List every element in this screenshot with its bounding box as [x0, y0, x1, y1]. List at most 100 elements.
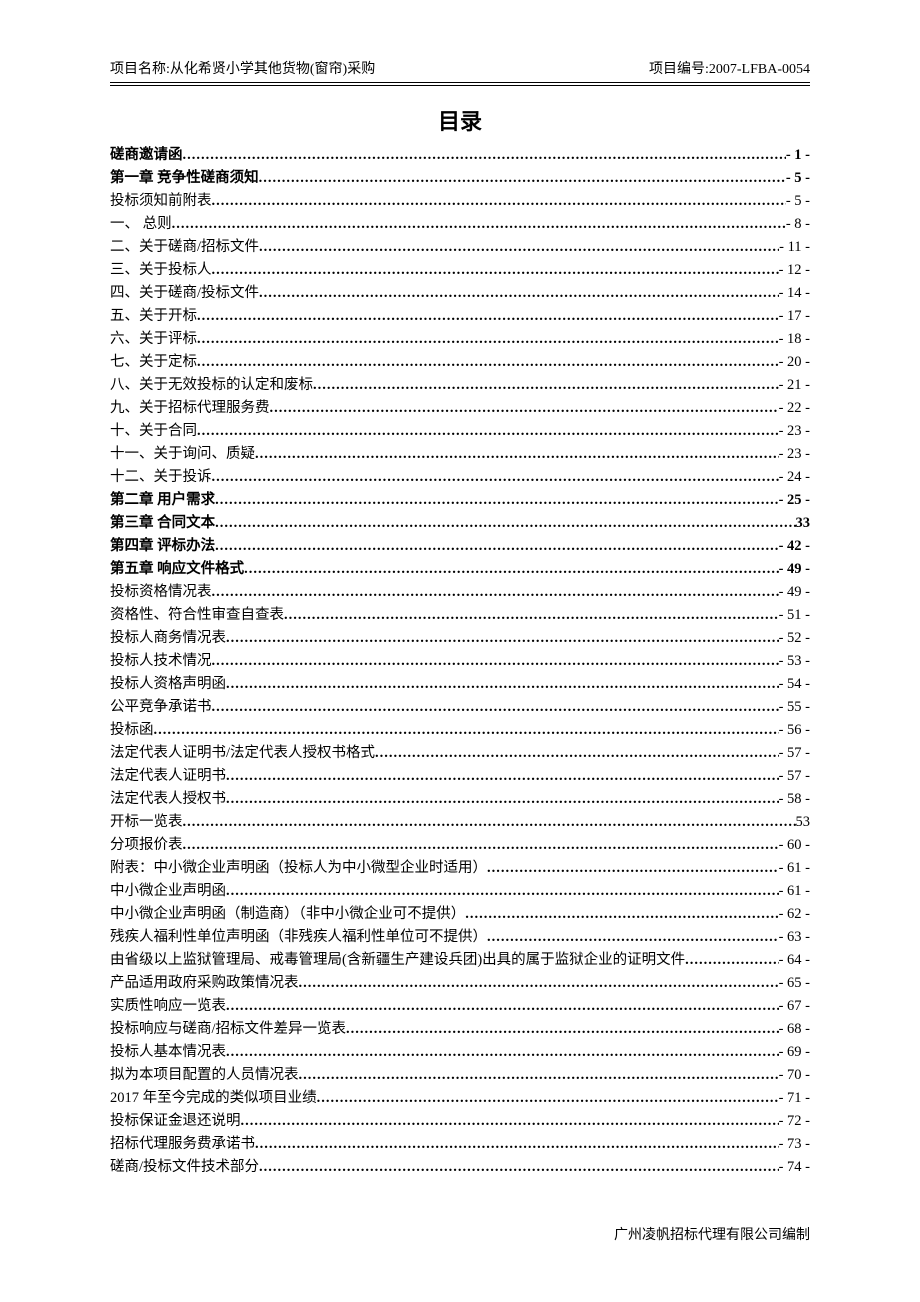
toc-entry: 六、关于评标..................................… — [110, 328, 810, 351]
toc-leader-dots: ........................................… — [259, 167, 786, 190]
toc-entry: 十一、关于询问、质疑..............................… — [110, 443, 810, 466]
project-code: 项目编号:2007-LFBA-0054 — [649, 58, 810, 78]
page-header: 项目名称:从化希贤小学其他货物(窗帘)采购 项目编号:2007-LFBA-005… — [110, 58, 810, 82]
toc-entry: 磋商/投标文件技术部分.............................… — [110, 1156, 810, 1179]
toc-entry-page: - 65 - — [779, 972, 810, 995]
toc-entry-page: - 71 - — [779, 1087, 810, 1110]
toc-entry: 第三章 合同文本................................… — [110, 512, 810, 535]
toc-leader-dots: ........................................… — [317, 1087, 779, 1110]
toc-entry-label: 六、关于评标 — [110, 328, 197, 351]
toc-entry: 开标一览表...................................… — [110, 811, 810, 834]
toc-entry-page: - 62 - — [779, 903, 810, 926]
header-rule — [110, 82, 810, 86]
toc-leader-dots: ........................................… — [212, 466, 779, 489]
toc-leader-dots: ........................................… — [215, 512, 795, 535]
toc-entry-page: - 21 - — [779, 374, 810, 397]
toc-entry-label: 磋商/投标文件技术部分 — [110, 1156, 259, 1179]
toc-entry: 九、关于招标代理服务费.............................… — [110, 397, 810, 420]
toc-entry-label: 拟为本项目配置的人员情况表 — [110, 1064, 299, 1087]
toc-entry: 十二、关于投诉.................................… — [110, 466, 810, 489]
toc-entry-page: - 61 - — [779, 880, 810, 903]
toc-leader-dots: ........................................… — [197, 420, 779, 443]
toc-list: 磋商邀请函...................................… — [110, 144, 810, 1179]
toc-entry-label: 三、关于投标人 — [110, 259, 212, 282]
toc-entry: 第四章 评标办法................................… — [110, 535, 810, 558]
toc-entry-page: - 57 - — [779, 742, 810, 765]
toc-entry: 第二章 用户需求................................… — [110, 489, 810, 512]
toc-entry-page: - 18 - — [779, 328, 810, 351]
toc-entry-page: 53 — [796, 811, 811, 834]
toc-entry-label: 投标保证金退还说明 — [110, 1110, 241, 1133]
toc-entry-label: 投标响应与磋商/招标文件差异一览表 — [110, 1018, 346, 1041]
toc-entry: 招标代理服务费承诺书..............................… — [110, 1133, 810, 1156]
toc-entry: 投标须知前附表.................................… — [110, 190, 810, 213]
toc-entry-label: 第五章 响应文件格式 — [110, 558, 244, 581]
toc-entry-page: - 54 - — [779, 673, 810, 696]
toc-entry: 法定代表人证明书................................… — [110, 765, 810, 788]
toc-leader-dots: ........................................… — [197, 305, 779, 328]
toc-leader-dots: ........................................… — [212, 696, 779, 719]
toc-leader-dots: ........................................… — [313, 374, 779, 397]
toc-entry: 一、 总则...................................… — [110, 213, 810, 236]
toc-entry-page: - 5 - — [786, 190, 810, 213]
toc-leader-dots: ........................................… — [244, 558, 778, 581]
toc-entry-label: 投标人技术情况 — [110, 650, 212, 673]
toc-entry-page: - 8 - — [786, 213, 810, 236]
toc-entry: 二、关于磋商/招标文件.............................… — [110, 236, 810, 259]
toc-entry: 五、关于开标..................................… — [110, 305, 810, 328]
toc-entry-label: 由省级以上监狱管理局、戒毒管理局(含新疆生产建设兵团)出具的属于监狱企业的证明文… — [110, 949, 685, 972]
toc-entry: 投标响应与磋商/招标文件差异一览表.......................… — [110, 1018, 810, 1041]
toc-leader-dots: ........................................… — [183, 144, 786, 167]
toc-entry-page: - 23 - — [779, 420, 810, 443]
toc-entry: 拟为本项目配置的人员情况表...........................… — [110, 1064, 810, 1087]
toc-entry: 资格性、符合性审查自查表............................… — [110, 604, 810, 627]
toc-entry-page: - 25 - — [779, 489, 810, 512]
toc-entry-page: - 69 - — [779, 1041, 810, 1064]
toc-entry-label: 实质性响应一览表 — [110, 995, 226, 1018]
toc-entry: 残疾人福利性单位声明函（非残疾人福利性单位可不提供）..............… — [110, 926, 810, 949]
toc-leader-dots: ........................................… — [197, 328, 779, 351]
toc-entry: 投标人基本情况表................................… — [110, 1041, 810, 1064]
toc-entry: 第五章 响应文件格式..............................… — [110, 558, 810, 581]
toc-entry-page: - 17 - — [779, 305, 810, 328]
toc-entry-label: 投标须知前附表 — [110, 190, 212, 213]
toc-entry-label: 一、 总则 — [110, 213, 172, 236]
toc-entry-label: 投标函 — [110, 719, 154, 742]
toc-entry-label: 投标人基本情况表 — [110, 1041, 226, 1064]
toc-entry-page: 33 — [796, 512, 811, 535]
toc-entry-page: - 61 - — [779, 857, 810, 880]
toc-entry: 由省级以上监狱管理局、戒毒管理局(含新疆生产建设兵团)出具的属于监狱企业的证明文… — [110, 949, 810, 972]
toc-leader-dots: ........................................… — [212, 259, 779, 282]
toc-entry-page: - 64 - — [779, 949, 810, 972]
toc-entry: 公平竞争承诺书.................................… — [110, 696, 810, 719]
toc-entry-page: - 53 - — [779, 650, 810, 673]
toc-entry-label: 十二、关于投诉 — [110, 466, 212, 489]
toc-entry-label: 产品适用政府采购政策情况表 — [110, 972, 299, 995]
toc-entry: 八、关于无效投标的认定和废标..........................… — [110, 374, 810, 397]
toc-entry: 2017 年至今完成的类似项目业绩.......................… — [110, 1087, 810, 1110]
project-name: 项目名称:从化希贤小学其他货物(窗帘)采购 — [110, 58, 375, 78]
toc-entry: 分项报价表...................................… — [110, 834, 810, 857]
toc-leader-dots: ........................................… — [172, 213, 786, 236]
toc-leader-dots: ........................................… — [255, 443, 779, 466]
toc-leader-dots: ........................................… — [465, 903, 778, 926]
toc-entry: 十、关于合同..................................… — [110, 420, 810, 443]
toc-entry: 附表：中小微企业声明函（投标人为中小微型企业时适用）..............… — [110, 857, 810, 880]
toc-entry-page: - 70 - — [779, 1064, 810, 1087]
toc-entry-page: - 58 - — [779, 788, 810, 811]
toc-entry: 七、关于定标..................................… — [110, 351, 810, 374]
toc-leader-dots: ........................................… — [183, 811, 796, 834]
toc-entry: 四、关于磋商/投标文件.............................… — [110, 282, 810, 305]
toc-entry: 磋商邀请函...................................… — [110, 144, 810, 167]
toc-leader-dots: ........................................… — [259, 236, 779, 259]
toc-entry-label: 法定代表人授权书 — [110, 788, 226, 811]
toc-entry-page: - 22 - — [779, 397, 810, 420]
toc-entry-label: 第二章 用户需求 — [110, 489, 215, 512]
toc-leader-dots: ........................................… — [154, 719, 779, 742]
toc-entry-page: - 52 - — [779, 627, 810, 650]
toc-entry-page: - 24 - — [779, 466, 810, 489]
toc-leader-dots: ........................................… — [226, 1041, 779, 1064]
toc-entry-page: - 11 - — [779, 236, 810, 259]
toc-leader-dots: ........................................… — [346, 1018, 779, 1041]
toc-entry: 投标资格情况表.................................… — [110, 581, 810, 604]
